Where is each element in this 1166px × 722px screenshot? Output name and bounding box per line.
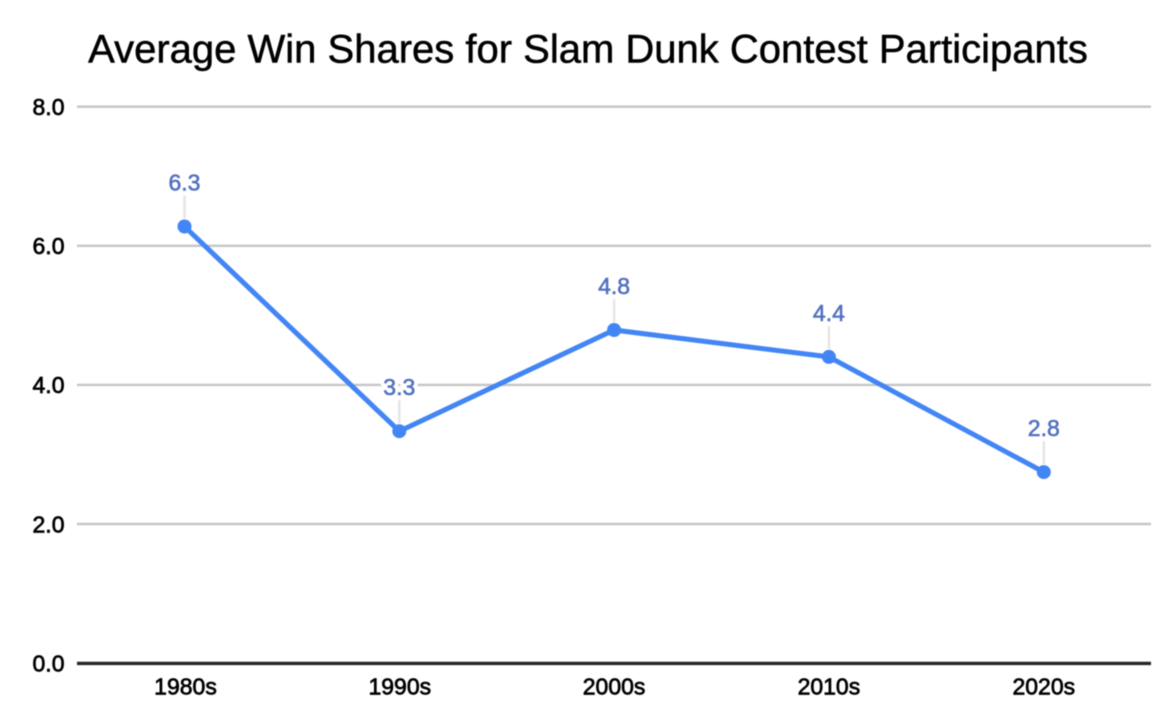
svg-text:3.3: 3.3 [383,374,415,400]
svg-text:4.8: 4.8 [598,273,630,299]
svg-text:2000s: 2000s [583,673,646,699]
svg-text:1980s: 1980s [154,673,217,699]
svg-text:8.0: 8.0 [33,94,65,120]
svg-text:4.4: 4.4 [813,300,845,326]
svg-text:4.0: 4.0 [33,372,65,398]
svg-text:2.0: 2.0 [33,511,65,537]
svg-text:6.0: 6.0 [33,233,65,259]
svg-text:6.3: 6.3 [169,170,201,196]
svg-text:2.8: 2.8 [1028,415,1060,441]
svg-text:4.8: 4.8 [598,273,630,299]
svg-text:6.3: 6.3 [169,170,201,196]
svg-text:1990s: 1990s [368,673,431,699]
svg-text:2010s: 2010s [798,673,861,699]
svg-text:2020s: 2020s [1012,673,1075,699]
svg-text:2.8: 2.8 [1028,415,1060,441]
svg-text:3.3: 3.3 [383,374,415,400]
svg-text:0.0: 0.0 [33,650,65,676]
svg-text:4.4: 4.4 [813,300,845,326]
svg-text:Average Win Shares for Slam Du: Average Win Shares for Slam Dunk Contest… [88,28,1088,72]
